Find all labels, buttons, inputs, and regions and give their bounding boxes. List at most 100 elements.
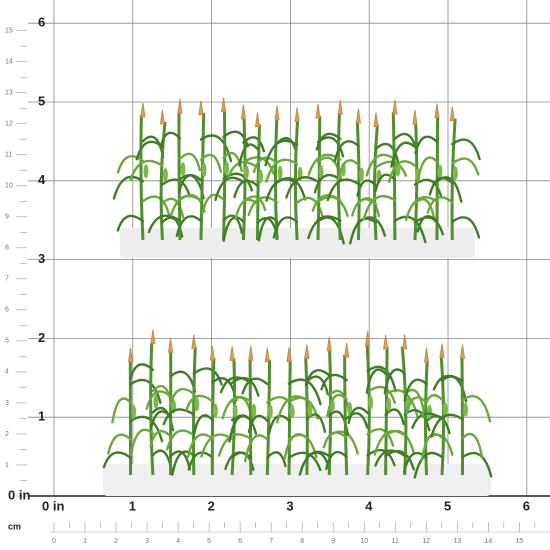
leaf <box>222 216 245 242</box>
base-top <box>120 228 475 258</box>
leaf <box>276 395 309 424</box>
leaf <box>366 427 395 447</box>
leaf <box>201 193 225 215</box>
leaf <box>247 196 279 217</box>
ear <box>289 404 295 419</box>
leaf <box>351 198 378 217</box>
leaf <box>247 414 269 434</box>
ear <box>131 404 137 419</box>
leaf <box>315 132 342 151</box>
tassel <box>326 336 332 352</box>
leaf <box>311 194 342 212</box>
leaf <box>362 195 397 221</box>
leaf <box>116 155 145 174</box>
leaf <box>178 152 202 172</box>
tassel <box>449 106 455 122</box>
tassel <box>220 97 227 113</box>
leaf <box>162 408 196 426</box>
leaf <box>222 151 243 173</box>
leaf <box>265 158 299 183</box>
tassel <box>459 344 466 359</box>
stalk <box>248 358 253 476</box>
leaf <box>307 215 342 240</box>
leaf <box>145 390 172 410</box>
cm-label: 4 <box>176 538 180 545</box>
stalk <box>450 118 457 241</box>
leaf <box>295 196 324 218</box>
leaf <box>199 134 233 163</box>
ear <box>180 162 186 177</box>
leaf <box>416 214 439 233</box>
stalk <box>316 116 322 241</box>
leaf <box>366 385 396 404</box>
cm-label: 8 <box>5 245 9 252</box>
inch-label: 0 in <box>8 487 30 502</box>
leaf <box>285 176 320 199</box>
leaf <box>345 412 369 429</box>
leaf <box>129 363 155 380</box>
base-bottom <box>103 464 491 496</box>
cm-label: 15 <box>5 27 13 34</box>
leaf <box>192 367 223 386</box>
leaf <box>129 428 155 457</box>
stalk <box>210 357 216 476</box>
leaf <box>365 368 387 394</box>
tassel <box>254 112 261 128</box>
cm-label: 10 <box>5 183 13 190</box>
leaf <box>421 394 444 417</box>
inch-label: 2 <box>38 330 45 345</box>
stalk <box>460 356 465 476</box>
leaf <box>112 175 145 200</box>
leaf <box>129 378 162 404</box>
stalk <box>384 346 389 476</box>
cm-label: 5 <box>207 538 211 545</box>
cm-label: 3 <box>145 538 149 545</box>
leaf <box>322 431 348 449</box>
ear <box>224 161 230 176</box>
stalk <box>149 341 155 476</box>
leaf <box>393 215 427 244</box>
ear <box>347 401 353 416</box>
leaf <box>107 433 132 455</box>
leaf <box>171 450 196 476</box>
inch-label: 2 <box>208 498 215 513</box>
cm-label: 6 <box>5 307 9 314</box>
cm-label: 6 <box>238 538 242 545</box>
ear <box>257 169 263 184</box>
ear <box>267 404 273 419</box>
ear <box>442 402 448 417</box>
cm-label: 12 <box>5 121 13 128</box>
tassel <box>373 112 379 128</box>
cm-label: 3 <box>5 400 9 407</box>
ear <box>437 164 443 179</box>
cm-label: 5 <box>5 338 9 345</box>
stalk <box>241 116 247 241</box>
leaf <box>224 451 252 471</box>
stalk <box>400 346 408 476</box>
leaf <box>432 374 464 391</box>
cm-label: 1 <box>5 462 9 469</box>
leaf <box>267 414 291 435</box>
leaf <box>383 368 406 395</box>
tassel <box>365 331 371 346</box>
leaf <box>161 197 185 219</box>
ear <box>368 395 374 410</box>
leaf <box>413 451 444 479</box>
inch-label: 0 in <box>42 498 64 513</box>
leaf <box>230 376 260 397</box>
tassel <box>274 105 280 121</box>
corn-plant <box>307 99 346 241</box>
leaf <box>185 394 214 411</box>
leaf <box>238 143 259 167</box>
inch-label: 6 <box>523 498 530 513</box>
leaf <box>192 414 214 437</box>
leaf <box>451 138 481 161</box>
cm-label: 14 <box>484 538 492 545</box>
leaf <box>135 140 164 161</box>
leaf <box>374 173 397 192</box>
ear <box>153 394 159 409</box>
tassel <box>286 347 292 362</box>
tassel <box>150 329 156 345</box>
leaf <box>461 451 493 478</box>
tassel <box>423 347 430 363</box>
